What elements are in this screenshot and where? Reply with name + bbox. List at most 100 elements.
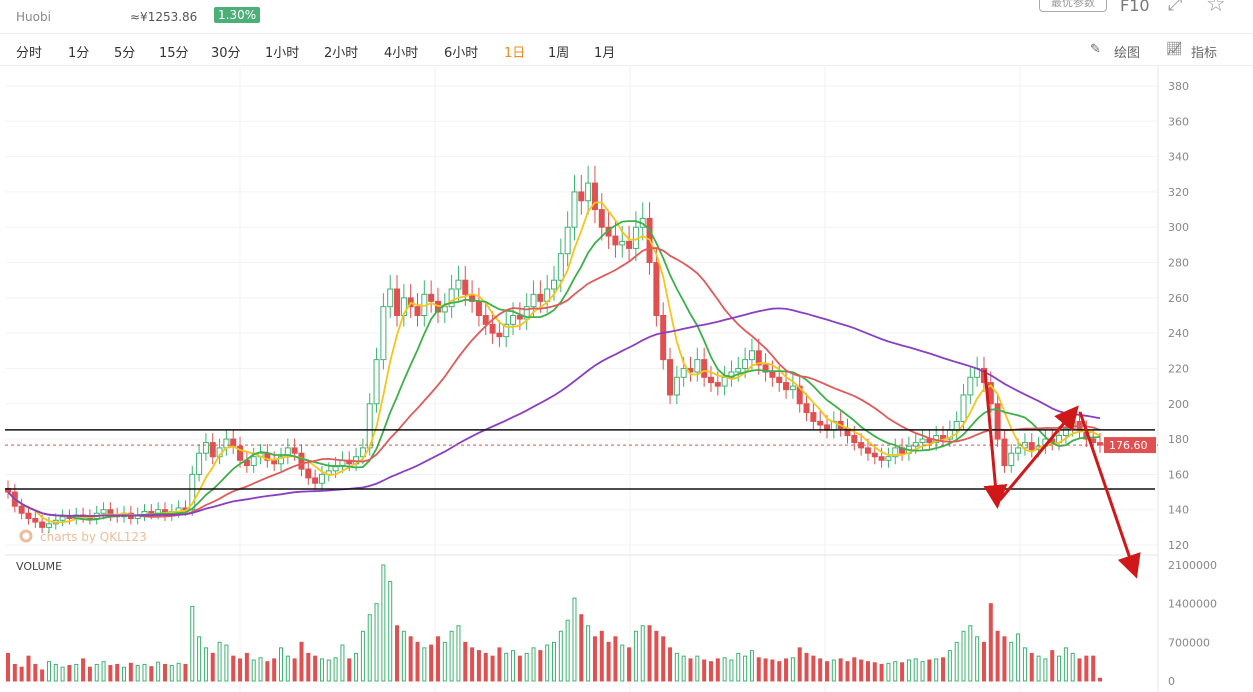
volume-bar <box>1022 647 1027 682</box>
tab-1[interactable]: 1分 <box>68 46 90 61</box>
candle <box>564 226 571 255</box>
optimal-params-button[interactable]: 最优参数 <box>1039 0 1107 12</box>
volume-bar <box>736 652 741 682</box>
kline-chart[interactable]: 120 140 160 180 200 220 240 260 280 300 320 340 360 3… <box>0 66 1253 692</box>
volume-bar <box>108 665 113 682</box>
volume-bar <box>162 663 167 682</box>
volume-bar <box>115 663 120 682</box>
fullscreen-icon[interactable]: ⤢ <box>1168 0 1183 15</box>
price-tick: 200 <box>1168 398 1189 411</box>
volume-bar <box>367 614 372 682</box>
tab-10[interactable]: 1周 <box>548 46 570 61</box>
volume-bar <box>101 661 106 682</box>
volume-bar <box>743 655 748 682</box>
tab-2[interactable]: 5分 <box>114 46 136 61</box>
candle <box>312 477 319 484</box>
indicator-button[interactable]: 指标 <box>1191 46 1218 61</box>
price-tick: 380 <box>1168 80 1189 93</box>
volume-bar <box>224 644 229 682</box>
volume-bar <box>1084 655 1089 682</box>
volume-bar <box>852 657 857 682</box>
candle <box>960 394 967 422</box>
draw-icon[interactable]: ✎ <box>1090 42 1101 57</box>
volume-bar <box>688 658 693 682</box>
volume-bar <box>941 657 946 682</box>
volume-bar <box>497 647 502 682</box>
volume-bar <box>135 665 140 682</box>
volume-bar <box>511 650 516 682</box>
candle <box>660 315 667 361</box>
indicator-icon[interactable]: 📈︎ <box>1166 42 1183 57</box>
volume-bar <box>231 655 236 682</box>
volume-bar <box>81 658 86 682</box>
volume-bar <box>1057 655 1062 682</box>
tab-7[interactable]: 4小时 <box>384 46 419 61</box>
ma10-line <box>7 220 1101 521</box>
volume-bar <box>395 625 400 682</box>
price-tick: 280 <box>1168 257 1189 270</box>
volume-bar <box>340 644 345 682</box>
volume-bar <box>306 652 311 682</box>
volume-bar <box>12 663 17 682</box>
candle <box>953 420 960 431</box>
volume-bar <box>1009 641 1014 682</box>
volume-bar <box>838 658 843 682</box>
candle <box>667 359 674 396</box>
volume-bar <box>784 658 789 682</box>
change-badge: 1.30% <box>214 7 261 23</box>
candle <box>701 359 708 378</box>
star-icon[interactable]: ☆ <box>1206 0 1226 17</box>
candle <box>871 452 878 458</box>
tab-8[interactable]: 6小时 <box>444 46 479 61</box>
tab-0[interactable]: 分时 <box>16 46 43 61</box>
candle <box>448 288 455 308</box>
volume-bar <box>831 659 836 682</box>
draw-button[interactable]: 绘图 <box>1114 46 1141 61</box>
candle <box>707 376 714 384</box>
candle <box>892 447 899 458</box>
candle <box>1028 442 1035 451</box>
watermark: charts by QKL123 <box>40 530 147 544</box>
volume-bar <box>633 630 638 682</box>
tab-9[interactable]: 1日 <box>504 46 526 61</box>
tab-3[interactable]: 15分 <box>159 46 189 61</box>
candle <box>626 240 633 249</box>
volume-bar <box>586 625 591 682</box>
volume-bar <box>176 662 181 682</box>
candle <box>196 452 203 475</box>
volume-bar <box>797 647 802 682</box>
f10-button[interactable]: F10 <box>1120 0 1150 15</box>
volume-bar <box>19 666 24 682</box>
tab-6[interactable]: 2小时 <box>324 46 359 61</box>
volume-bar <box>128 662 133 682</box>
tab-11[interactable]: 1月 <box>594 46 616 61</box>
volume-tick: 2100000 <box>1168 559 1217 572</box>
tab-4[interactable]: 30分 <box>211 46 241 61</box>
candle <box>148 510 155 514</box>
volume-bar <box>238 658 243 682</box>
candle <box>810 412 817 422</box>
volume-bar <box>285 655 290 682</box>
volume-bar <box>1029 652 1034 682</box>
volume-bar <box>708 661 713 682</box>
volume-bar <box>531 647 536 682</box>
candle <box>748 350 755 361</box>
volume-bar <box>422 647 427 682</box>
volume-bar <box>811 655 816 682</box>
volume-bar <box>654 630 659 682</box>
volume-bar <box>934 658 939 682</box>
tab-5[interactable]: 1小时 <box>265 46 300 61</box>
candle <box>598 209 605 228</box>
candle <box>1008 452 1015 467</box>
candle <box>359 447 366 458</box>
volume-bar <box>1070 652 1075 682</box>
volume-bar <box>906 659 911 682</box>
candle <box>755 350 762 366</box>
volume-tick: 1400000 <box>1168 598 1217 611</box>
candle <box>291 447 298 454</box>
candle <box>489 323 496 334</box>
volume-bar <box>702 659 707 682</box>
volume-bar <box>442 641 447 682</box>
volume-bar <box>927 659 932 682</box>
candle <box>209 442 216 458</box>
